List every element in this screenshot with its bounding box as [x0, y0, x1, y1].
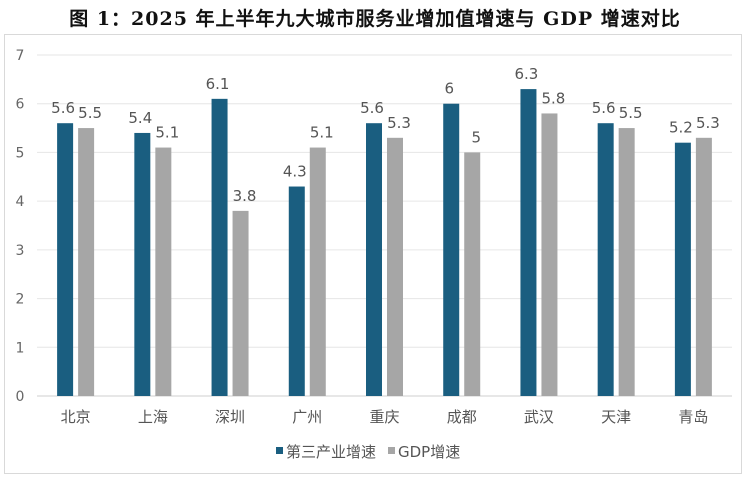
bar-gdp — [387, 137, 403, 397]
data-label: 5.8 — [542, 89, 566, 107]
x-category-label: 上海 — [138, 408, 168, 426]
bar-tertiary — [674, 142, 691, 396]
bar-tertiary — [443, 103, 460, 396]
y-tick-label: 4 — [16, 194, 25, 210]
data-label: 4.3 — [283, 163, 307, 181]
legend-swatch — [276, 447, 283, 454]
data-label: 5.4 — [128, 109, 152, 127]
data-label: 5.6 — [592, 99, 616, 117]
bar-gdp — [155, 147, 172, 396]
x-category-label: 成都 — [447, 408, 477, 426]
data-label: 5.2 — [669, 119, 693, 137]
y-tick-label: 6 — [16, 97, 25, 113]
x-category-label: 重庆 — [369, 408, 399, 426]
data-label: 6.1 — [206, 75, 230, 93]
bar-tertiary — [57, 123, 74, 396]
bar-tertiary — [366, 123, 382, 396]
bar-tertiary — [134, 132, 151, 396]
bar-tertiary — [520, 89, 537, 396]
data-label: 5.6 — [360, 99, 384, 117]
x-category-label: 青岛 — [678, 408, 708, 426]
x-category-label: 天津 — [601, 408, 631, 426]
data-label: 5.6 — [51, 99, 75, 117]
data-label: 6 — [444, 80, 454, 98]
bar-tertiary — [211, 98, 228, 396]
data-label: 5.5 — [619, 104, 643, 122]
bar-gdp — [618, 128, 635, 397]
data-label: 5.3 — [696, 114, 720, 132]
bar-gdp — [309, 147, 326, 396]
data-label: 5 — [471, 128, 481, 146]
data-label: 5.1 — [155, 124, 179, 142]
data-label: 5.3 — [387, 114, 411, 132]
gridlines — [37, 54, 732, 397]
x-category-label: 广州 — [292, 408, 322, 426]
bar-gdp — [695, 137, 712, 397]
bar-gdp — [541, 113, 558, 396]
x-axis-categories: 北京 上海 深圳 广州 重庆 成都 武汉 天津 青岛 — [61, 408, 709, 426]
legend-label: 第三产业增速 — [286, 443, 376, 461]
data-labels: 5.6 5.5 5.45.16.13.84.35.15.65.3656.35.85.… — [51, 65, 720, 205]
legend: 第三产业增速 GDP增速 — [276, 443, 460, 461]
data-label: 3.8 — [233, 187, 257, 205]
bar-gdp — [78, 128, 95, 397]
x-category-label: 北京 — [61, 408, 91, 426]
bar-gdp — [464, 152, 481, 396]
data-label: 5.5 — [78, 104, 102, 122]
legend-swatch — [388, 447, 395, 454]
data-label: 5.1 — [310, 124, 334, 142]
y-tick-label: 0 — [16, 389, 25, 405]
data-label: 6.3 — [515, 65, 539, 83]
bar-tertiary — [288, 186, 305, 396]
bar-tertiary — [597, 123, 614, 396]
x-category-label: 武汉 — [524, 408, 554, 426]
x-category-label: 深圳 — [215, 408, 245, 426]
y-axis-ticks: 0 1 2 3 4 5 6 7 — [16, 48, 25, 405]
bars — [57, 89, 712, 397]
chart-title: 图 1：2025 年上半年九大城市服务业增加值增速与 GDP 增速对比 — [69, 8, 681, 30]
y-tick-label: 3 — [16, 243, 25, 259]
bar-gdp — [232, 210, 249, 396]
legend-label: GDP增速 — [398, 443, 460, 461]
y-tick-label: 2 — [16, 292, 25, 308]
y-tick-label: 5 — [16, 145, 25, 161]
y-tick-label: 7 — [16, 48, 25, 64]
y-tick-label: 1 — [16, 340, 25, 356]
